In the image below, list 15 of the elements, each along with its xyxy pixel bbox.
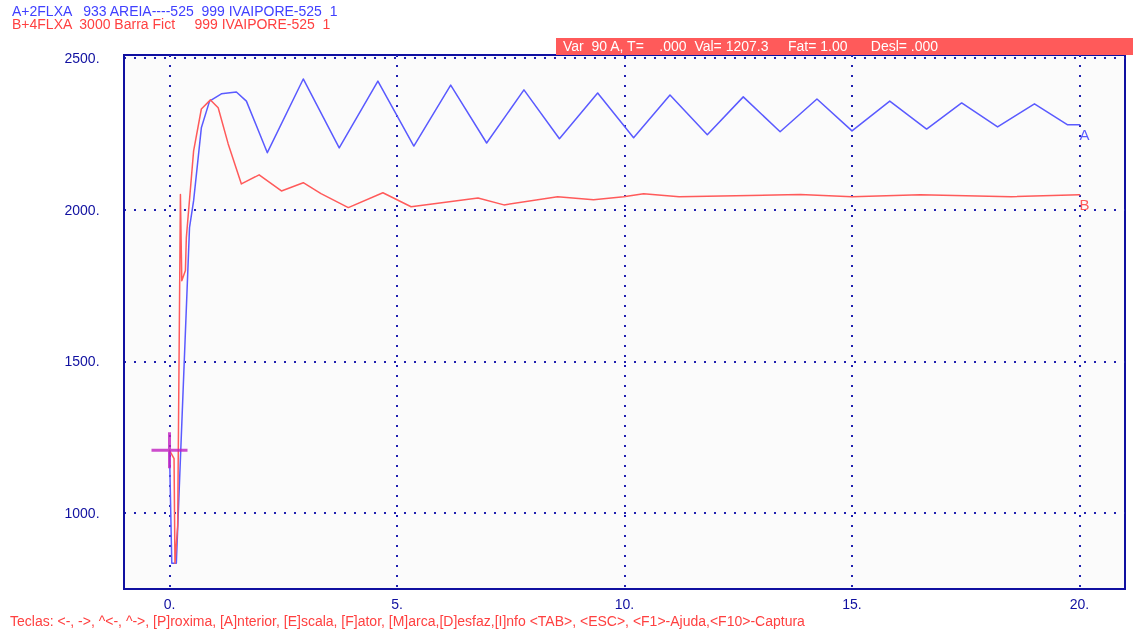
x-tick-label: 5. [391, 596, 403, 612]
text: A+2FLXA 933 AREIA----525 999 IVAIPORE-525 1 [12, 3, 338, 19]
text: Var 90 A, T= .000 Val= 1207.3 Fat= 1.00 Desl= .000 [563, 38, 939, 54]
text: B+4FLXA 3000 Barra Fict 999 IVAIPORE-525 1 [12, 16, 331, 32]
y-tick-label: 1000. [64, 505, 100, 522]
x-tick-label: 15. [842, 596, 862, 612]
text: Teclas: <-, ->, ^<-, ^->, [P]roxima, [A]nterior, [E]scala, [F]ator, [M]arca,[D]esfaz,[I]nfo <TAB>, <ESC>, <F1>-Ajuda,<F10>-Captura [10, 613, 806, 629]
y-tick-label: 2000. [64, 201, 100, 218]
y-tick-label: 2500. [64, 50, 100, 67]
series-label: A [1079, 126, 1090, 144]
x-tick-label: 0. [163, 596, 176, 612]
series-label: B [1079, 196, 1090, 214]
x-tick-label: 20. [1069, 596, 1090, 612]
y-tick-label: 1500. [64, 353, 100, 370]
x-tick-label: 10. [614, 596, 635, 612]
